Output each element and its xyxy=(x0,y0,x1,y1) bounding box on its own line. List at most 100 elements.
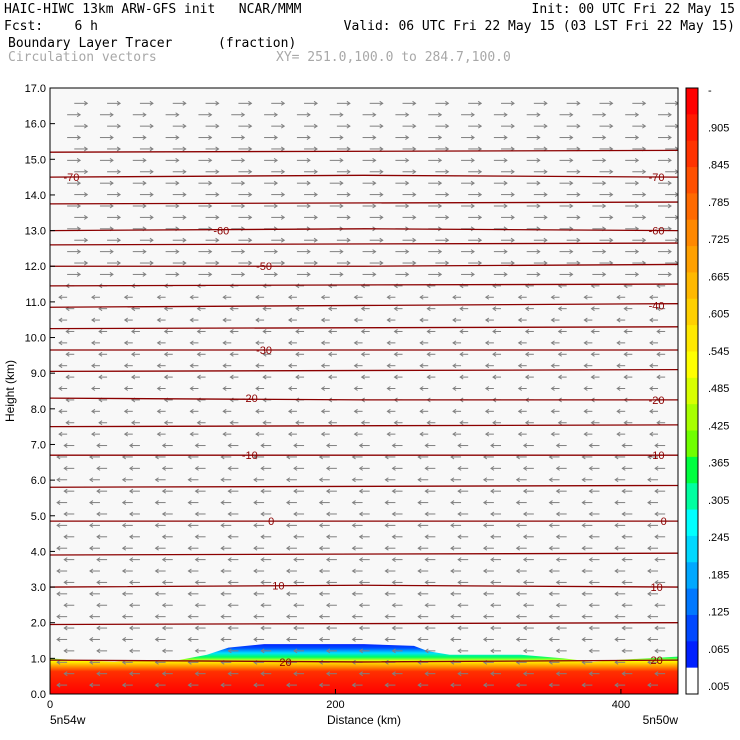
wind-vector-head xyxy=(339,112,344,118)
wind-vector-head xyxy=(260,511,265,517)
wind-vector-head xyxy=(616,386,621,391)
wind-vector-head xyxy=(417,614,422,620)
wind-vector-head xyxy=(656,374,661,380)
wind-vector-head xyxy=(515,682,520,688)
wind-vector-head xyxy=(154,545,159,551)
wind-vector-head xyxy=(417,568,422,574)
wind-vector-head xyxy=(510,169,515,175)
wind-vector-head xyxy=(647,568,652,574)
wind-vector-head xyxy=(253,545,258,551)
wind-vector-head xyxy=(452,431,457,437)
wind-vector-head xyxy=(280,214,286,220)
wind-vector-head xyxy=(248,146,253,152)
wind-vector-head xyxy=(649,363,654,369)
wind-vector-head xyxy=(445,237,450,243)
temperature-contour xyxy=(50,149,678,153)
wind-vector-head xyxy=(56,637,61,642)
wind-vector-head xyxy=(131,420,136,426)
wind-vector-head xyxy=(384,591,389,597)
wind-vector-head xyxy=(588,488,593,494)
wind-vector-head xyxy=(517,408,522,414)
wind-vector-head xyxy=(189,408,194,414)
wind-vector-head xyxy=(129,580,134,585)
wind-vector-head xyxy=(196,374,201,380)
wind-vector-head xyxy=(372,157,377,163)
wind-vector-head xyxy=(405,272,410,277)
wind-vector-head xyxy=(89,682,94,688)
wind-vector-head xyxy=(189,340,194,346)
wind-vector-head xyxy=(65,420,70,426)
wind-vector-head xyxy=(320,431,326,437)
wind-vector-head xyxy=(452,386,457,391)
wind-vector-head xyxy=(484,294,490,300)
wind-vector-head xyxy=(384,614,389,620)
wind-vector-head xyxy=(154,477,159,483)
wind-vector-head xyxy=(477,192,483,198)
wind-vector-head xyxy=(194,443,199,448)
wind-vector-head xyxy=(351,682,356,688)
wind-vector-head xyxy=(129,534,134,540)
wind-vector-head xyxy=(194,465,199,471)
wind-vector-head xyxy=(484,317,490,323)
wind-vector-head xyxy=(391,511,396,517)
wind-vector-head xyxy=(623,329,628,334)
wind-vector-head xyxy=(417,545,422,551)
wind-vector-head xyxy=(522,534,528,540)
wind-vector-head xyxy=(63,671,68,677)
wind-vector-head xyxy=(154,500,159,505)
wind-vector-head xyxy=(634,272,640,277)
wind-vector-head xyxy=(222,431,227,437)
wind-vector-head xyxy=(253,568,258,574)
wind-vector-head xyxy=(386,363,391,369)
wind-vector-head xyxy=(517,317,522,323)
wind-vector-head xyxy=(609,192,614,198)
wind-vector-head xyxy=(424,602,429,608)
y-tick-label: 17.0 xyxy=(25,83,46,95)
wind-vector-head xyxy=(524,329,530,334)
wind-vector-head xyxy=(295,420,300,426)
wind-vector-head xyxy=(89,545,94,551)
wind-vector-head xyxy=(477,146,483,152)
wind-vector-head xyxy=(339,180,344,186)
wind-vector-head xyxy=(325,625,331,631)
y-tick-label: 8.0 xyxy=(31,404,46,416)
wind-vector-head xyxy=(248,100,253,106)
wind-vector-head xyxy=(517,340,522,346)
wind-vector-head xyxy=(405,180,410,186)
wind-vector-head xyxy=(220,568,225,574)
wind-vector-head xyxy=(295,306,300,312)
y-tick-label: 9.0 xyxy=(31,368,46,380)
wind-vector-head xyxy=(318,500,324,505)
wind-vector-head xyxy=(229,374,234,380)
wind-vector-head xyxy=(76,249,82,255)
wind-vector-head xyxy=(450,568,455,574)
wind-vector-head xyxy=(555,443,560,448)
wind-vector-head xyxy=(515,477,520,483)
wind-vector-head xyxy=(457,602,462,608)
y-tick-label: 7.0 xyxy=(31,439,46,451)
wind-vector-head xyxy=(674,214,678,220)
wind-vector-head xyxy=(557,329,562,334)
wind-vector-head xyxy=(515,591,520,597)
wind-vector-head xyxy=(121,591,127,597)
wind-vector-head xyxy=(227,465,232,471)
wind-vector-head xyxy=(503,112,508,118)
wind-vector-head xyxy=(426,306,431,312)
wind-vector-head xyxy=(121,614,127,620)
wind-vector-head xyxy=(358,443,363,448)
contour-label: -50 xyxy=(256,261,272,273)
wind-vector-head xyxy=(262,420,267,426)
wind-vector-head xyxy=(548,522,553,528)
contour-label: -30 xyxy=(256,345,272,357)
colorbar-swatch xyxy=(686,219,698,247)
colorbar-swatch xyxy=(686,430,698,458)
wind-vector-head xyxy=(293,602,298,608)
wind-vector-head xyxy=(161,671,167,677)
wind-vector-head xyxy=(194,580,199,585)
wind-vector-head xyxy=(391,534,396,540)
wind-vector-head xyxy=(647,614,652,620)
wind-vector-head xyxy=(149,169,154,175)
y-axis-label: Height (km) xyxy=(3,360,17,422)
wind-vector-head xyxy=(417,659,422,665)
wind-vector-head xyxy=(353,408,358,414)
